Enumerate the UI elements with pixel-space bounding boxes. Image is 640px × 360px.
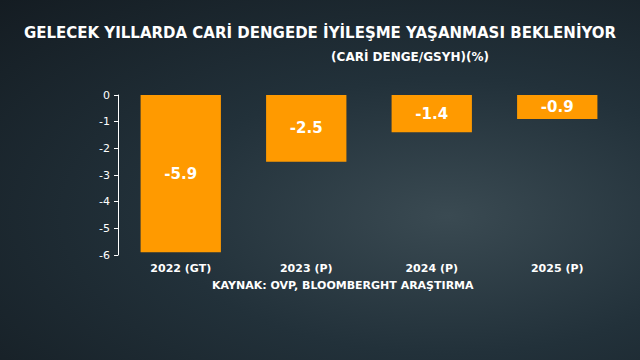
svg-text:-1: -1 [99,115,110,128]
svg-text:GELECEK YILLARDA CARİ DENGEDE: GELECEK YILLARDA CARİ DENGEDE İYİLEŞME Y… [24,23,617,42]
svg-text:-6: -6 [99,249,110,262]
svg-text:2024 (P): 2024 (P) [405,262,458,275]
svg-text:2022 (GT): 2022 (GT) [150,262,211,275]
svg-text:-1.4: -1.4 [415,105,448,123]
svg-text:-0.9: -0.9 [541,98,574,116]
svg-text:-5.9: -5.9 [164,165,197,183]
svg-text:-4: -4 [99,195,110,208]
svg-text:2023 (P): 2023 (P) [280,262,333,275]
svg-text:2025 (P): 2025 (P) [531,262,584,275]
svg-text:-3: -3 [99,169,110,182]
svg-text:-2.5: -2.5 [290,119,323,137]
svg-text:0: 0 [103,89,110,102]
svg-text:KAYNAK: OVP, BLOOMBERGHT ARAŞT: KAYNAK: OVP, BLOOMBERGHT ARAŞTIRMA [212,279,474,292]
svg-text:-2: -2 [99,142,110,155]
svg-text:-5: -5 [99,222,110,235]
svg-text:(CARİ DENGE/GSYH)(%): (CARİ DENGE/GSYH)(%) [331,49,489,64]
